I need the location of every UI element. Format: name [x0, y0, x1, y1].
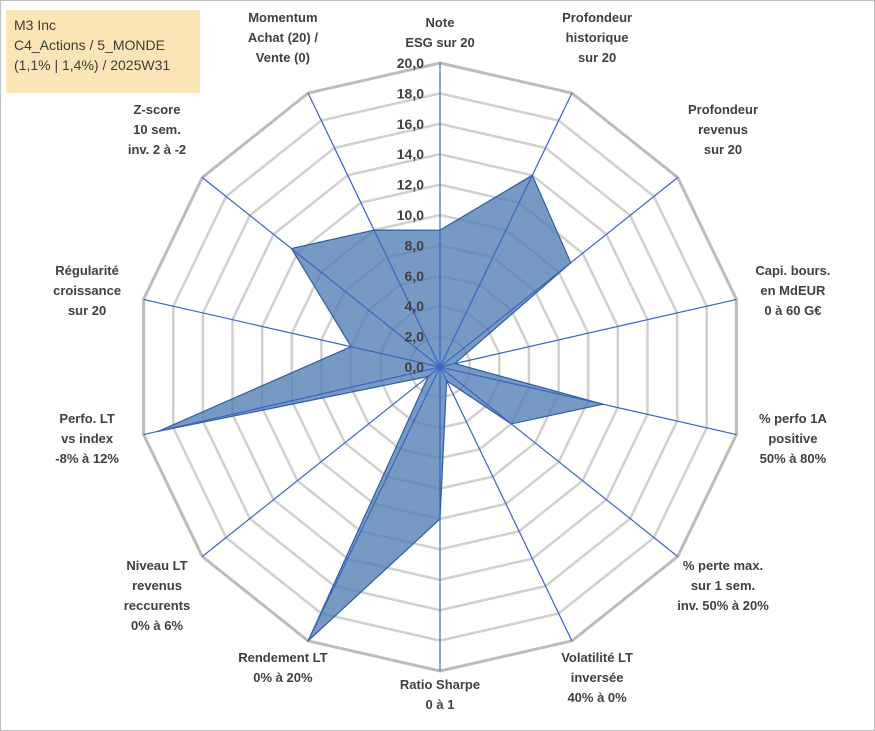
axis-label-line: inv. 50% à 20%	[677, 598, 769, 613]
axis-label-line: sur 20	[68, 303, 106, 318]
axis-label-line: positive	[768, 431, 817, 446]
axis-spoke-2	[439, 177, 679, 368]
tick-label: 4,0	[405, 298, 425, 314]
info-company: M3 Inc	[14, 17, 57, 33]
axis-label-line: revenus	[132, 578, 182, 593]
axis-label-line: 40% à 0%	[567, 690, 627, 705]
axis-spoke-13	[307, 92, 441, 368]
tick-label: 16,0	[397, 116, 424, 132]
axis-label-line: sur 1 sem.	[691, 578, 755, 593]
axis-label-9: Niveau LT revenus reccurents 0% à 6%	[124, 558, 190, 633]
axis-label-8: Rendement LT 0% à 20%	[238, 650, 327, 685]
axis-label-line: 0% à 6%	[131, 618, 183, 633]
axis-spoke-11	[143, 298, 441, 368]
axis-label-line: croissance	[53, 283, 121, 298]
axis-label-line: ESG sur 20	[405, 35, 474, 50]
tick-label: 10,0	[397, 207, 424, 223]
axis-spoke-5	[439, 366, 679, 557]
axis-label-line: Z-score	[134, 102, 181, 117]
tick-label: 20,0	[397, 55, 424, 71]
axis-label-line: Volatilité LT	[561, 650, 633, 665]
tick-label: 18,0	[397, 85, 424, 101]
axis-label-line: 0 à 60 G€	[764, 303, 821, 318]
axis-label-4: % perfo 1A positive 50% à 80%	[759, 411, 828, 466]
axis-label-line: Profondeur	[688, 102, 758, 117]
axis-label-13: Momentum Achat (20) / Vente (0)	[248, 10, 318, 65]
axis-label-line: revenus	[698, 122, 748, 137]
axis-label-line: sur 20	[704, 142, 742, 157]
axis-label-line: vs index	[61, 431, 114, 446]
axis-label-line: % perfo 1A	[759, 411, 828, 426]
axis-spoke-10	[143, 366, 441, 436]
axis-label-10: Perfo. LT vs index -8% à 12%	[55, 411, 119, 466]
axis-label-line: 0% à 20%	[253, 670, 313, 685]
axis-label-line: -8% à 12%	[55, 451, 119, 466]
axis-spoke-3	[439, 298, 737, 368]
axis-label-line: en MdEUR	[760, 283, 826, 298]
info-category: C4_Actions / 5_MONDE	[14, 37, 165, 53]
tick-label: 2,0	[405, 329, 425, 345]
axis-label-line: Niveau LT	[126, 558, 187, 573]
axis-label-line: inv. 2 à -2	[128, 142, 186, 157]
axis-label-line: Momentum	[248, 10, 317, 25]
info-period: (1,1% | 1,4%) / 2025W31	[14, 57, 171, 73]
axis-label-2: Profondeur revenus sur 20	[688, 102, 758, 157]
axis-spoke-8	[307, 366, 441, 642]
axis-label-line: Perfo. LT	[59, 411, 114, 426]
radar-spokes	[143, 63, 737, 671]
tick-label: 0,0	[405, 359, 425, 375]
axis-label-line: 0 à 1	[426, 697, 455, 712]
axis-spoke-9	[201, 366, 441, 557]
axis-label-line: % perte max.	[683, 558, 763, 573]
axis-label-line: Régularité	[55, 263, 119, 278]
axis-label-line: Capi. bours.	[755, 263, 830, 278]
tick-label: 14,0	[397, 146, 424, 162]
axis-label-line: historique	[566, 30, 629, 45]
info-box: M3 Inc C4_Actions / 5_MONDE (1,1% | 1,4%…	[6, 10, 200, 93]
radar-tick-labels: 0,0 2,0 4,0 6,0 8,0 10,0 12,0 14,0 16,0 18,0 20,0	[397, 55, 424, 375]
axis-label-1: Profondeur historique sur 20	[562, 10, 632, 65]
axis-label-line: Note	[426, 15, 455, 30]
axis-label-line: 50% à 80%	[760, 451, 827, 466]
axis-label-line: Ratio Sharpe	[400, 677, 480, 692]
axis-label-12: Z-score 10 sem. inv. 2 à -2	[128, 102, 186, 157]
axis-label-5: % perte max. sur 1 sem. inv. 50% à 20%	[677, 558, 769, 613]
axis-spoke-1	[439, 92, 573, 368]
axis-label-line: Profondeur	[562, 10, 632, 25]
axis-label-line: Vente (0)	[256, 50, 310, 65]
axis-label-3: Capi. bours. en MdEUR 0 à 60 G€	[755, 263, 830, 318]
axis-spoke-12	[201, 177, 441, 368]
axis-label-line: 10 sem.	[133, 122, 181, 137]
axis-label-11: Régularité croissance sur 20	[53, 263, 121, 318]
radar-axis-labels: Note ESG sur 20 Profondeur historique sur 20…	[53, 10, 830, 712]
axis-spoke-4	[439, 366, 737, 436]
tick-label: 8,0	[405, 237, 425, 253]
axis-label-7: Ratio Sharpe 0 à 1	[400, 677, 480, 712]
tick-label: 6,0	[405, 268, 425, 284]
axis-label-line: reccurents	[124, 598, 190, 613]
tick-label: 12,0	[397, 177, 424, 193]
axis-label-line: sur 20	[578, 50, 616, 65]
axis-label-line: Achat (20) /	[248, 30, 318, 45]
axis-label-line: Rendement LT	[238, 650, 327, 665]
axis-label-6: Volatilité LT inversée 40% à 0%	[561, 650, 633, 705]
axis-spoke-6	[439, 366, 573, 642]
axis-label-0: Note ESG sur 20	[405, 15, 474, 50]
axis-label-line: inversée	[571, 670, 624, 685]
